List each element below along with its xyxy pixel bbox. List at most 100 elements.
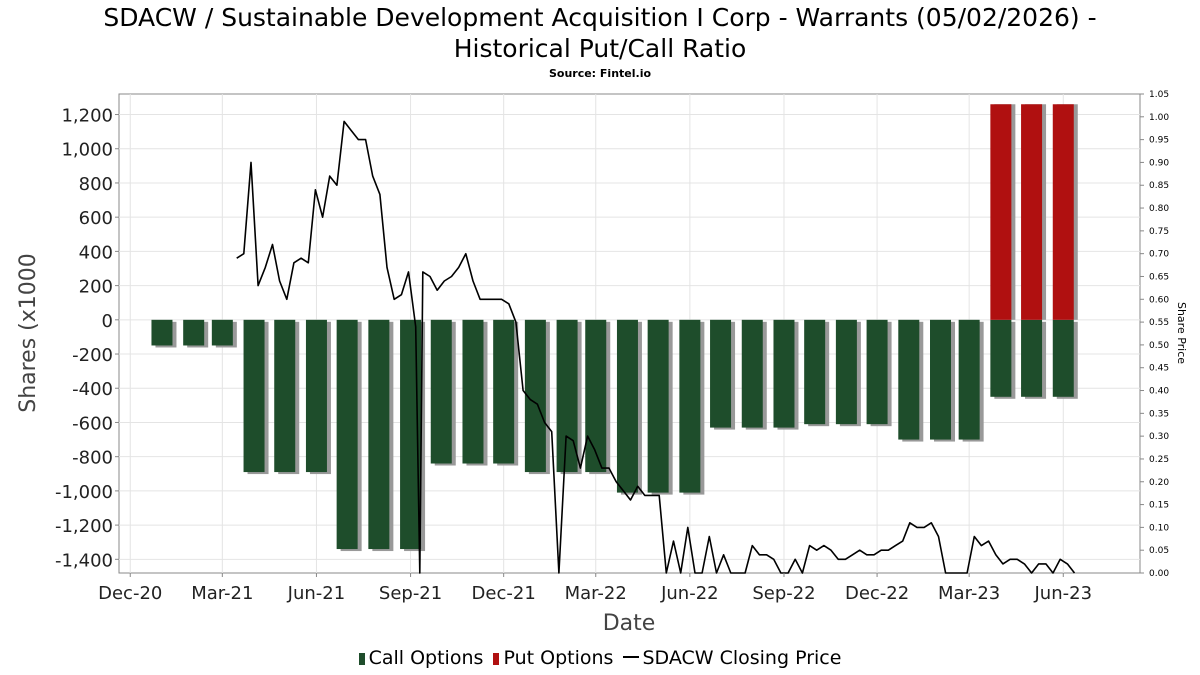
y-tick-label: 800	[79, 174, 113, 195]
y2-tick-label: 0.00	[1149, 569, 1169, 579]
x-tick-label: Mar-22	[565, 583, 627, 604]
y-tick-label: -1,400	[55, 550, 113, 571]
call-options-bar	[804, 319, 826, 425]
y2-tick-label: 0.90	[1149, 158, 1169, 168]
call-options-bar	[493, 319, 515, 464]
call-options-bar	[835, 319, 857, 425]
x-tick-label: Jun-21	[287, 583, 346, 604]
call-options-bar	[524, 319, 546, 473]
y2-tick-label: 0.95	[1149, 136, 1169, 146]
y-tick-label: 1,000	[61, 140, 113, 161]
y-tick-label: 0	[102, 311, 113, 332]
call-options-bar	[274, 319, 296, 473]
x-tick-label: Dec-22	[845, 583, 909, 604]
x-axis-title: Date	[603, 611, 656, 636]
legend-label-closing-price: SDACW Closing Price	[642, 647, 842, 669]
y-tick-label: 400	[79, 242, 113, 263]
legend-label-call-options: Call Options	[368, 647, 484, 669]
x-tick-label: Jun-23	[1034, 583, 1093, 604]
y2-tick-label: 0.45	[1149, 364, 1169, 374]
call-options-bar	[1052, 319, 1074, 397]
line-layer	[236, 120, 1076, 574]
call-options-bar	[151, 319, 173, 346]
call-options-bar	[679, 319, 701, 493]
call-options-bar	[773, 319, 795, 428]
call-options-bar	[958, 319, 980, 440]
closing-price-swatch	[623, 656, 640, 658]
legend-label-put-options: Put Options	[503, 647, 614, 669]
call-options-bar	[1021, 319, 1043, 397]
call-options-bar	[183, 319, 205, 346]
call-options-swatch	[358, 653, 365, 665]
y2-tick-label: 0.05	[1149, 546, 1169, 556]
y-tick-label: 200	[79, 277, 113, 298]
y2-tick-label: 1.00	[1149, 113, 1169, 123]
y2-axis-title: Share Price	[1175, 302, 1188, 364]
call-options-bar	[990, 319, 1012, 397]
chart-title: SDACW / Sustainable Development Acquisit…	[0, 2, 1200, 64]
call-options-bar	[710, 319, 732, 428]
call-options-bar	[898, 319, 920, 440]
call-options-bar	[616, 319, 638, 493]
y2-tick-label: 0.20	[1149, 478, 1169, 488]
y-tick-label: -800	[72, 448, 113, 469]
x-tick-label: Dec-20	[98, 583, 162, 604]
x-tick-label: Sep-21	[379, 583, 442, 604]
call-options-bar	[243, 319, 265, 473]
y2-tick-label: 0.40	[1149, 387, 1169, 397]
x-tick-label: Mar-21	[191, 583, 253, 604]
chart-source: Source: Fintel.io	[548, 67, 652, 80]
closing-price-line	[236, 120, 1076, 574]
chart-title-line1: SDACW / Sustainable Development Acquisit…	[103, 3, 1097, 32]
legend-item-call-options: Call Options	[358, 647, 484, 669]
y2-tick-label: 0.85	[1149, 181, 1169, 191]
call-options-bar	[647, 319, 669, 493]
y2-tick-label: 0.65	[1149, 272, 1169, 282]
y2-tick-label: 0.60	[1149, 295, 1169, 305]
y-axis-title: Shares (x1000	[16, 253, 41, 413]
x-tick-label: Dec-21	[472, 583, 536, 604]
y2-tick-label: 0.70	[1149, 250, 1169, 260]
axis-layer: -1,400 -1,200 -1,000 -800 -600 -400 -200 0 200 40…	[55, 90, 1169, 604]
legend-item-closing-price: SDACW Closing Price	[623, 647, 841, 669]
put-options-bar	[1052, 104, 1074, 320]
y-tick-label: -600	[72, 413, 113, 434]
y2-tick-label: 0.30	[1149, 432, 1169, 442]
put-options-bar	[990, 104, 1012, 320]
y-tick-label: 600	[79, 208, 113, 229]
y2-tick-label: 0.50	[1149, 341, 1169, 351]
put-options-swatch	[493, 653, 500, 665]
call-options-bar	[741, 319, 763, 428]
call-options-bar	[930, 319, 952, 440]
legend: Call Options Put Options SDACW Closing P…	[0, 647, 1200, 669]
y2-tick-label: 0.10	[1149, 523, 1169, 533]
call-options-bar	[305, 319, 327, 473]
call-options-bar	[430, 319, 452, 464]
x-tick-label: Sep-22	[752, 583, 815, 604]
y-tick-label: -1,200	[55, 516, 113, 537]
call-options-bar	[336, 319, 358, 550]
x-tick-label: Mar-23	[938, 583, 1000, 604]
call-options-bar	[585, 319, 607, 473]
call-options-bar	[211, 319, 233, 346]
y-tick-label: -200	[72, 345, 113, 366]
put-options-bar	[1021, 104, 1043, 320]
y-tick-label: -1,000	[55, 482, 113, 503]
y2-tick-label: 0.25	[1149, 455, 1169, 465]
x-tick-label: Jun-22	[660, 583, 719, 604]
y2-tick-label: 0.55	[1149, 318, 1169, 328]
chart-title-line2: Historical Put/Call Ratio	[453, 34, 747, 63]
y-tick-label: -400	[72, 379, 113, 400]
call-options-bar	[556, 319, 578, 473]
call-options-bar	[462, 319, 484, 464]
y-tick-label: 1,200	[61, 106, 113, 127]
y2-tick-label: 0.35	[1149, 409, 1169, 419]
call-options-bar	[866, 319, 888, 425]
y2-tick-label: 0.80	[1149, 204, 1169, 214]
y2-tick-label: 0.15	[1149, 501, 1169, 511]
y2-tick-label: 0.75	[1149, 227, 1169, 237]
legend-item-put-options: Put Options	[493, 647, 613, 669]
y2-tick-label: 1.05	[1149, 90, 1169, 100]
bar-layer	[151, 104, 1078, 552]
